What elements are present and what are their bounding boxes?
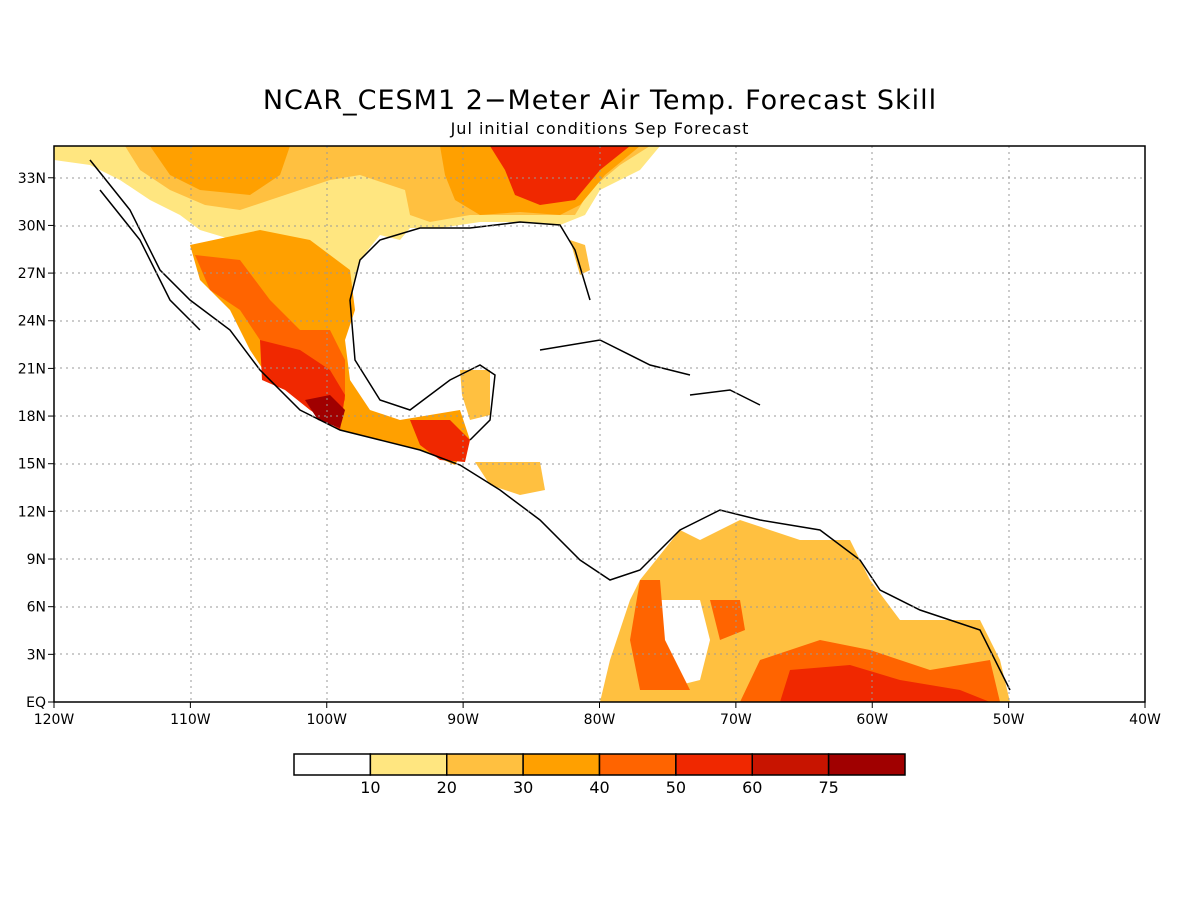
colorbar-label: 10	[360, 778, 380, 797]
skill-region-colombia	[630, 580, 690, 690]
skill-shading-layer	[54, 146, 1010, 702]
coastline-gulf-north	[349, 221, 591, 301]
map-title: NCAR_CESM1 2−Meter Air Temp. Forecast Sk…	[262, 85, 938, 116]
colorbar-label: 60	[742, 778, 762, 797]
lon-tick-label: 60W	[856, 712, 888, 728]
coastline-yucatan	[349, 299, 496, 441]
lat-tick-label: 12N	[18, 504, 46, 520]
skill-region-southeast-us-50	[490, 146, 630, 205]
lat-tick-label: 27N	[18, 266, 46, 282]
colorbar: 10 20 30 40 50 60 75	[293, 753, 906, 797]
lat-tick-label: 21N	[18, 361, 46, 377]
lat-tick-label: 9N	[27, 552, 46, 568]
lon-tick-label: 80W	[584, 712, 616, 728]
lat-tick-label: 15N	[18, 457, 46, 473]
colorbar-swatch	[293, 753, 372, 776]
colorbar-swatch	[598, 753, 677, 776]
lon-tick-label: 40W	[1129, 712, 1161, 728]
skill-region-yucatan	[460, 370, 490, 420]
skill-region-texas	[150, 146, 290, 195]
longitude-axis: 120W 110W 100W 90W 80W 70W 60W 50W 40W	[34, 702, 1161, 728]
lon-tick-label: 100W	[306, 712, 347, 728]
map-subtitle: Jul initial conditions Sep Forecast	[450, 119, 750, 138]
lon-tick-label: 120W	[34, 712, 75, 728]
lon-tick-label: 110W	[170, 712, 211, 728]
colorbar-label: 40	[589, 778, 609, 797]
colorbar-swatch	[446, 753, 524, 776]
colorbar-swatch	[751, 753, 830, 776]
colorbar-label: 75	[818, 778, 838, 797]
grid-lines	[54, 146, 1145, 702]
lat-tick-label: 6N	[27, 600, 46, 616]
colorbar-swatch	[369, 753, 448, 776]
skill-region-honduras	[475, 462, 545, 495]
lat-tick-label: 3N	[27, 647, 46, 663]
lon-tick-label: 50W	[993, 712, 1025, 728]
lon-tick-label: 70W	[720, 712, 752, 728]
skill-region-mexico-75	[305, 395, 345, 428]
skill-region-guatemala	[410, 420, 470, 462]
colorbar-label: 20	[437, 778, 457, 797]
coastlines	[89, 159, 1011, 691]
colorbar-swatch	[522, 753, 601, 776]
colorbar-swatch	[827, 753, 906, 776]
lat-tick-label: 18N	[18, 409, 46, 425]
lat-tick-label: 33N	[18, 171, 46, 187]
lat-tick-label: EQ	[26, 695, 46, 711]
coastline-gulf-mexico	[89, 159, 1011, 691]
colorbar-label: 50	[666, 778, 686, 797]
lat-tick-label: 24N	[18, 314, 46, 330]
latitude-axis: 33N 30N 27N 24N 21N 18N 15N 12N 9N 6N 3N EQ	[18, 171, 54, 711]
lat-tick-label: 30N	[18, 218, 46, 234]
skill-region-amazon-60	[780, 665, 990, 702]
colorbar-label: 30	[513, 778, 533, 797]
coastline-cuba	[539, 339, 691, 376]
lon-tick-label: 90W	[447, 712, 479, 728]
coastline-hispaniola	[689, 389, 761, 406]
coastline-baja	[99, 189, 201, 331]
colorbar-swatch	[675, 753, 753, 776]
